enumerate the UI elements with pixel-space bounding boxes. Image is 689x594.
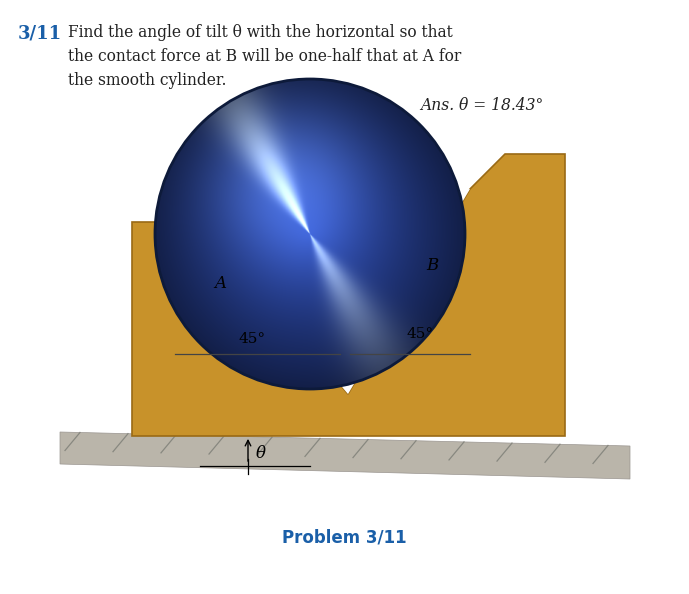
Text: Ans. θ = 18.43°: Ans. θ = 18.43° [420,97,543,114]
Text: 45°: 45° [407,327,433,341]
Polygon shape [132,154,565,436]
Polygon shape [60,432,630,479]
Text: A: A [214,276,226,292]
Polygon shape [203,189,470,394]
Text: Problem 3/11: Problem 3/11 [282,528,407,546]
Text: 3/11: 3/11 [18,24,62,42]
Text: 45°: 45° [238,332,265,346]
Text: Find the angle of tilt θ with the horizontal so that
the contact force at B will: Find the angle of tilt θ with the horizo… [68,24,461,89]
Text: θ: θ [256,446,266,463]
Text: B: B [426,258,438,274]
